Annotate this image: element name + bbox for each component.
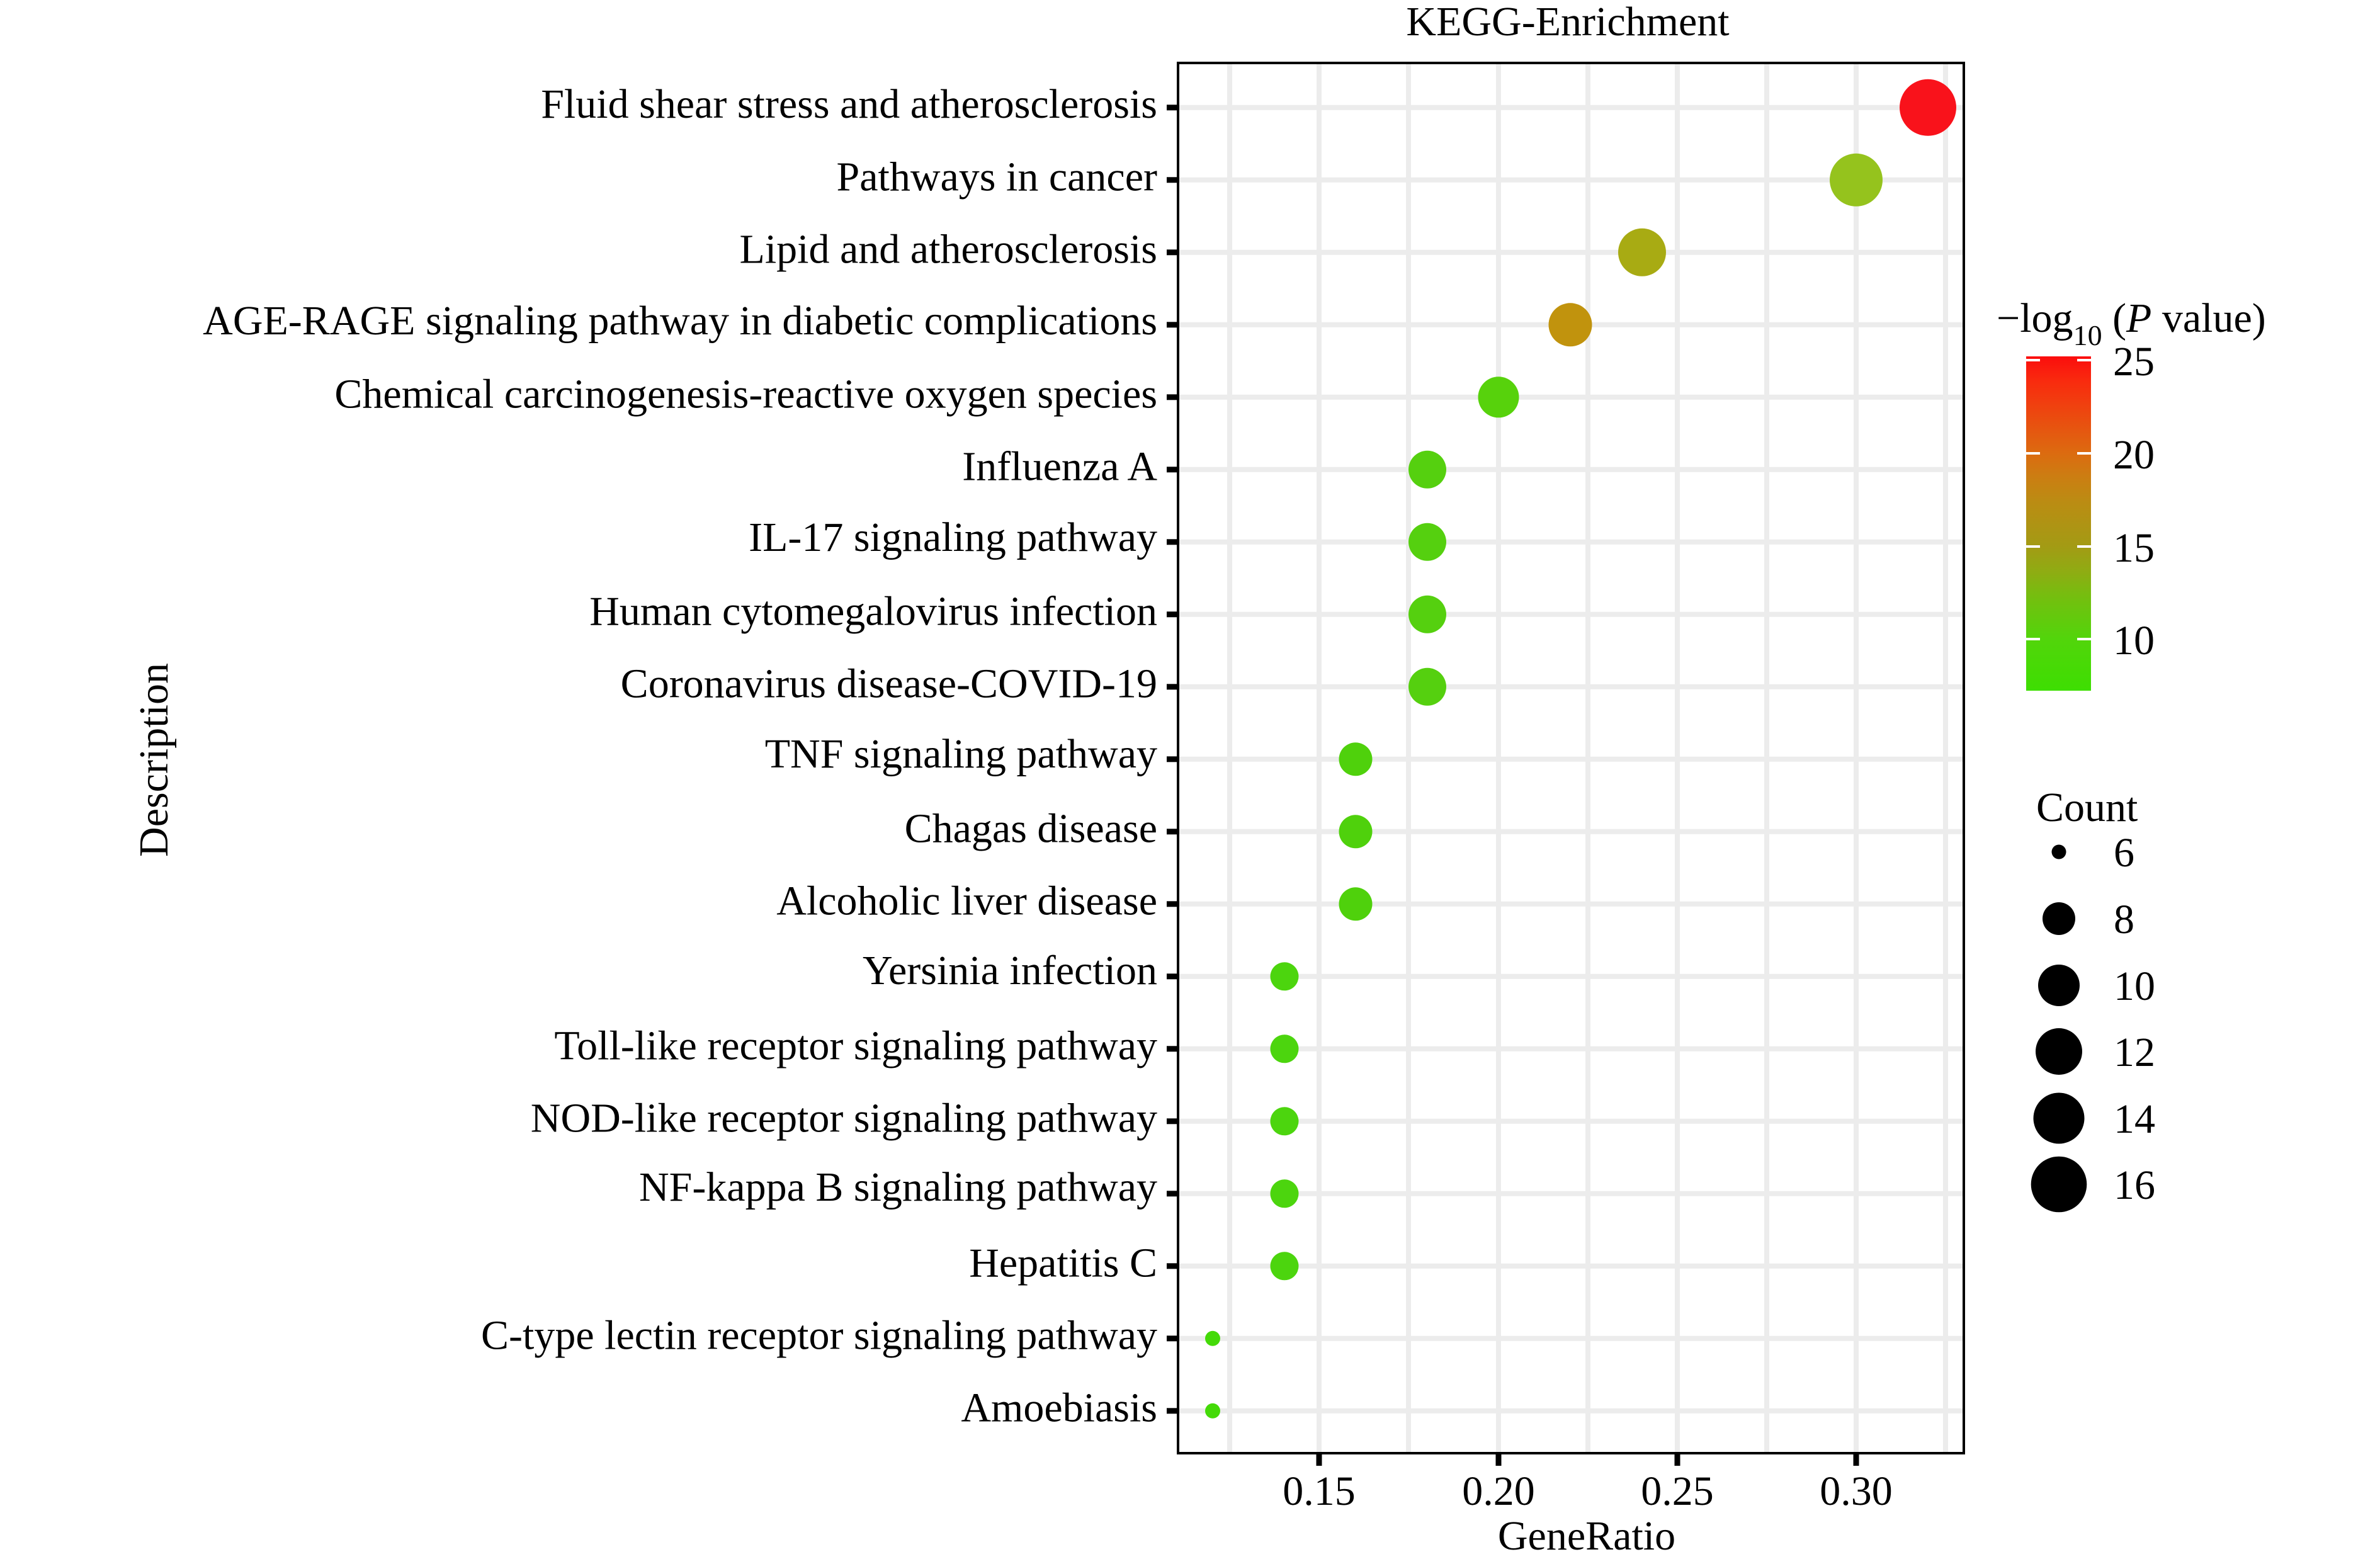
svg-text:Fluid shear stress and atheros: Fluid shear stress and atherosclerosis: [541, 81, 1157, 127]
svg-text:0.25: 0.25: [1641, 1468, 1714, 1514]
svg-text:0.30: 0.30: [1820, 1468, 1893, 1514]
svg-text:NF-kappa B signaling pathway: NF-kappa B signaling pathway: [639, 1164, 1157, 1210]
svg-text:Amoebiasis: Amoebiasis: [961, 1385, 1157, 1431]
svg-text:Alcoholic liver disease: Alcoholic liver disease: [776, 878, 1157, 924]
svg-text:NOD-like receptor signaling pa: NOD-like receptor signaling pathway: [531, 1095, 1157, 1141]
svg-text:TNF signaling pathway: TNF signaling pathway: [765, 731, 1157, 777]
svg-text:Lipid and atherosclerosis: Lipid and atherosclerosis: [740, 226, 1157, 272]
svg-text:12: 12: [2114, 1029, 2155, 1075]
svg-text:Influenza A: Influenza A: [962, 443, 1157, 489]
svg-text:Chemical carcinogenesis-reacti: Chemical carcinogenesis-reactive oxygen …: [334, 371, 1157, 417]
svg-text:10: 10: [2113, 618, 2155, 664]
svg-text:Yersinia infection: Yersinia infection: [863, 948, 1157, 994]
svg-text:KEGG-Enrichment: KEGG-Enrichment: [1406, 0, 1729, 45]
svg-text:C-type lectin receptor signali: C-type lectin receptor signaling pathway: [481, 1312, 1157, 1358]
svg-text:Count: Count: [2036, 785, 2138, 830]
svg-text:6: 6: [2114, 830, 2134, 876]
svg-text:Chagas disease: Chagas disease: [905, 805, 1157, 851]
svg-text:10: 10: [2114, 963, 2155, 1009]
svg-text:25: 25: [2113, 339, 2155, 385]
svg-text:16: 16: [2114, 1162, 2155, 1208]
svg-text:Human cytomegalovirus infectio: Human cytomegalovirus infection: [589, 588, 1157, 634]
svg-text:Coronavirus disease-COVID-19: Coronavirus disease-COVID-19: [621, 660, 1157, 706]
svg-text:AGE-RAGE signaling pathway in: AGE-RAGE signaling pathway in diabetic c…: [203, 298, 1157, 344]
svg-text:GeneRatio: GeneRatio: [1498, 1513, 1675, 1559]
svg-text:Hepatitis C: Hepatitis C: [969, 1240, 1157, 1286]
svg-text:0.20: 0.20: [1462, 1468, 1535, 1514]
svg-text:Pathways in cancer: Pathways in cancer: [837, 154, 1157, 200]
svg-text:8: 8: [2114, 897, 2134, 943]
svg-text:15: 15: [2113, 525, 2155, 571]
svg-text:14: 14: [2114, 1096, 2155, 1142]
svg-text:0.15: 0.15: [1283, 1468, 1356, 1514]
svg-text:20: 20: [2113, 432, 2155, 478]
svg-text:Toll-like receptor signaling p: Toll-like receptor signaling pathway: [554, 1023, 1157, 1068]
svg-text:Description: Description: [131, 663, 177, 857]
svg-text:IL-17 signaling pathway: IL-17 signaling pathway: [749, 514, 1157, 560]
